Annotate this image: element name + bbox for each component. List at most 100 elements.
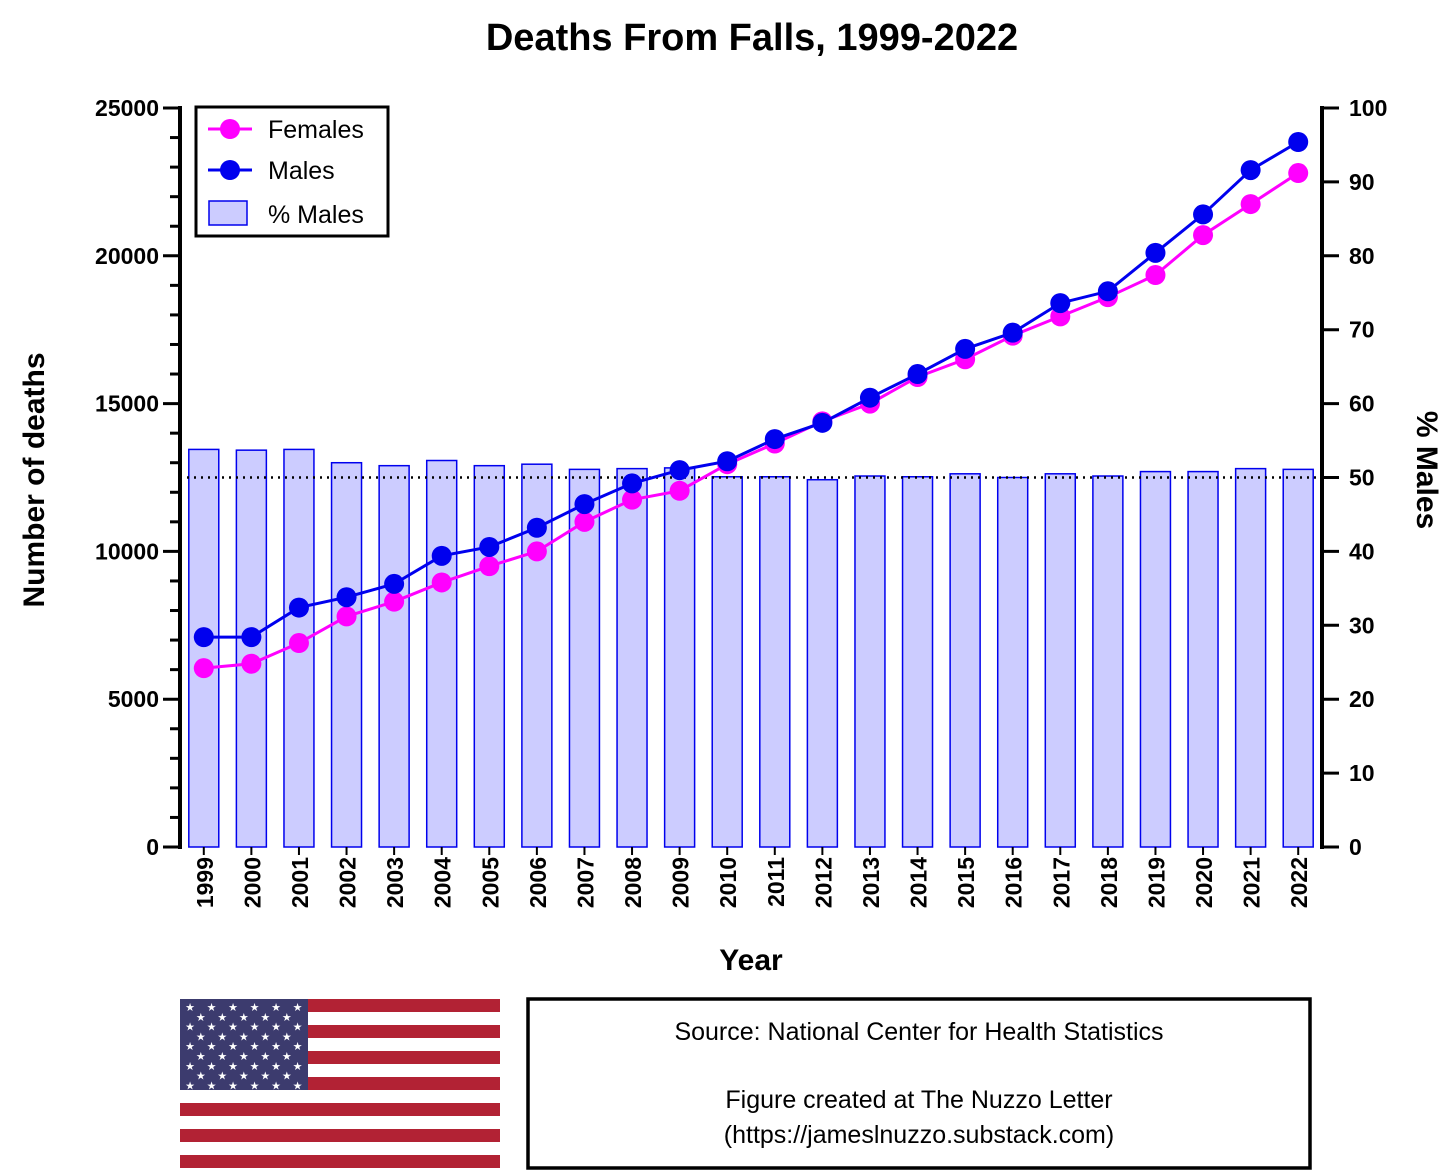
bar-pct-males-2004	[425, 459, 458, 848]
x-axis-title: Year	[719, 944, 783, 977]
source-text-line3: (https://jameslnuzzo.substack.com)	[724, 1121, 1114, 1149]
point-females-2022	[1288, 163, 1309, 184]
flag-star: ★	[239, 1071, 249, 1083]
point-females-2020	[1193, 225, 1214, 246]
point-males-2007	[574, 494, 595, 515]
bar-pct-males-2019	[1139, 470, 1172, 848]
flag-stripe-red	[180, 1129, 500, 1142]
flag-star: ★	[271, 1061, 281, 1073]
flag-star: ★	[282, 1051, 292, 1063]
us-flag: ★ ★ ★ ★ ★ ★★ ★ ★ ★ ★★ ★ ★ ★ ★ ★★ ★ ★ ★ ★★ ★ ★ ★ ★ ★★ ★ ★ ★ ★★ ★ ★ ★ ★ ★★…	[180, 999, 500, 1168]
bar-pct-males-2011	[759, 476, 791, 848]
bar-pct-males-2022	[1282, 468, 1314, 848]
x-tick-label-2003: 2003	[382, 857, 408, 908]
flag-star: ★	[282, 1031, 292, 1043]
point-males-2014	[907, 364, 928, 385]
bar-pct-males-2002	[330, 461, 363, 848]
point-males-2011	[764, 429, 785, 450]
flag-star: ★	[228, 1061, 238, 1073]
point-males-2008	[622, 473, 643, 494]
flag-star: ★	[271, 1080, 281, 1092]
flag-star: ★	[282, 1012, 292, 1024]
flag-star: ★	[293, 1022, 303, 1034]
bar-pct-males-2012	[806, 478, 839, 848]
legend-label-females: Females	[268, 116, 364, 144]
point-males-1999	[193, 627, 214, 648]
y-tick-label-5000: 5000	[108, 686, 159, 712]
x-tick-label-2019: 2019	[1143, 857, 1169, 908]
legend-label-pct-males: % Males	[268, 201, 364, 229]
point-females-2004	[431, 572, 452, 593]
y2-tick-label-50: 50	[1349, 465, 1375, 491]
x-tick-label-2009: 2009	[668, 857, 694, 908]
x-tick-label-2021: 2021	[1239, 857, 1265, 908]
point-males-2022	[1288, 131, 1309, 152]
x-tick-label-2001: 2001	[287, 857, 313, 908]
bar-pct-males-2020	[1187, 470, 1219, 848]
point-females-2019	[1145, 265, 1166, 286]
flag-star: ★	[260, 1071, 270, 1083]
flag-star: ★	[228, 1002, 238, 1014]
axes-group: 0 5000 10000 15000 20000 25000 0 10 20 30 40 50 60 70…	[95, 95, 1387, 860]
point-males-2005	[479, 536, 500, 557]
flag-star: ★	[217, 1012, 227, 1024]
bar-pct-males-2003	[378, 464, 410, 848]
source-box: Source: National Center for Health Stati…	[526, 997, 1312, 1170]
point-females-1999	[193, 658, 214, 679]
bars-group	[188, 448, 1314, 848]
flag-star: ★	[207, 1061, 217, 1073]
y-tick-label-20000: 20000	[95, 243, 159, 269]
bar-pct-males-2008	[616, 467, 648, 848]
flag-star: ★	[239, 1051, 249, 1063]
bar-pct-males-2013	[854, 475, 886, 848]
x-tick-label-2013: 2013	[858, 857, 884, 908]
y2-tick-label-30: 30	[1349, 612, 1375, 638]
point-males-2002	[336, 587, 357, 608]
flag-star: ★	[185, 1080, 195, 1092]
x-tick-label-2002: 2002	[335, 857, 361, 908]
y2-tick-label-20: 20	[1349, 686, 1375, 712]
point-females-2001	[288, 633, 309, 654]
bar-pct-males-2018	[1092, 475, 1124, 848]
x-tick-labels: 1999 2000 2001 2002 2003 2004 2005 2006 2007 2008…	[192, 847, 1312, 908]
x-tick-label-2014: 2014	[906, 857, 932, 908]
x-tick-label-2006: 2006	[525, 857, 551, 908]
y2-tick-label-60: 60	[1349, 391, 1375, 417]
flag-star: ★	[250, 1022, 260, 1034]
flag-star: ★	[185, 1061, 195, 1073]
point-females-2005	[479, 556, 500, 577]
x-tick-label-2018: 2018	[1096, 857, 1122, 908]
flag-star: ★	[196, 1012, 206, 1024]
flag-star: ★	[196, 1031, 206, 1043]
point-males-2004	[431, 545, 452, 566]
flag-star: ★	[260, 1012, 270, 1024]
point-males-2009	[669, 460, 690, 481]
y2-tick-label-0: 0	[1349, 834, 1362, 860]
source-text-line1: Source: National Center for Health Stati…	[674, 1018, 1163, 1046]
x-tick-label-2022: 2022	[1286, 857, 1312, 908]
bar-pct-males-2000	[235, 449, 268, 848]
point-males-2006	[526, 517, 547, 538]
y-axis-title: Number of deaths	[18, 352, 51, 607]
point-males-2020	[1193, 204, 1214, 225]
flag-star: ★	[196, 1051, 206, 1063]
y-tick-label-10000: 10000	[95, 538, 159, 564]
point-females-2009	[669, 480, 690, 501]
flag-star: ★	[185, 1002, 195, 1014]
x-tick-label-1999: 1999	[192, 857, 218, 908]
point-females-2007	[574, 511, 595, 532]
y-tick-label-15000: 15000	[95, 391, 159, 417]
flag-star: ★	[207, 1080, 217, 1092]
legend-pct-males-swatch	[208, 200, 248, 226]
x-tick-label-2020: 2020	[1191, 857, 1217, 908]
bar-pct-males-2021	[1234, 467, 1267, 848]
y-tick-label-0: 0	[146, 834, 159, 860]
flag-star: ★	[293, 1002, 303, 1014]
legend: Females Males % Males	[194, 105, 390, 238]
flag-star: ★	[196, 1071, 206, 1083]
bar-pct-males-2005	[473, 464, 506, 848]
point-males-2000	[241, 627, 262, 648]
flag-star: ★	[217, 1051, 227, 1063]
point-females-2006	[526, 541, 547, 562]
